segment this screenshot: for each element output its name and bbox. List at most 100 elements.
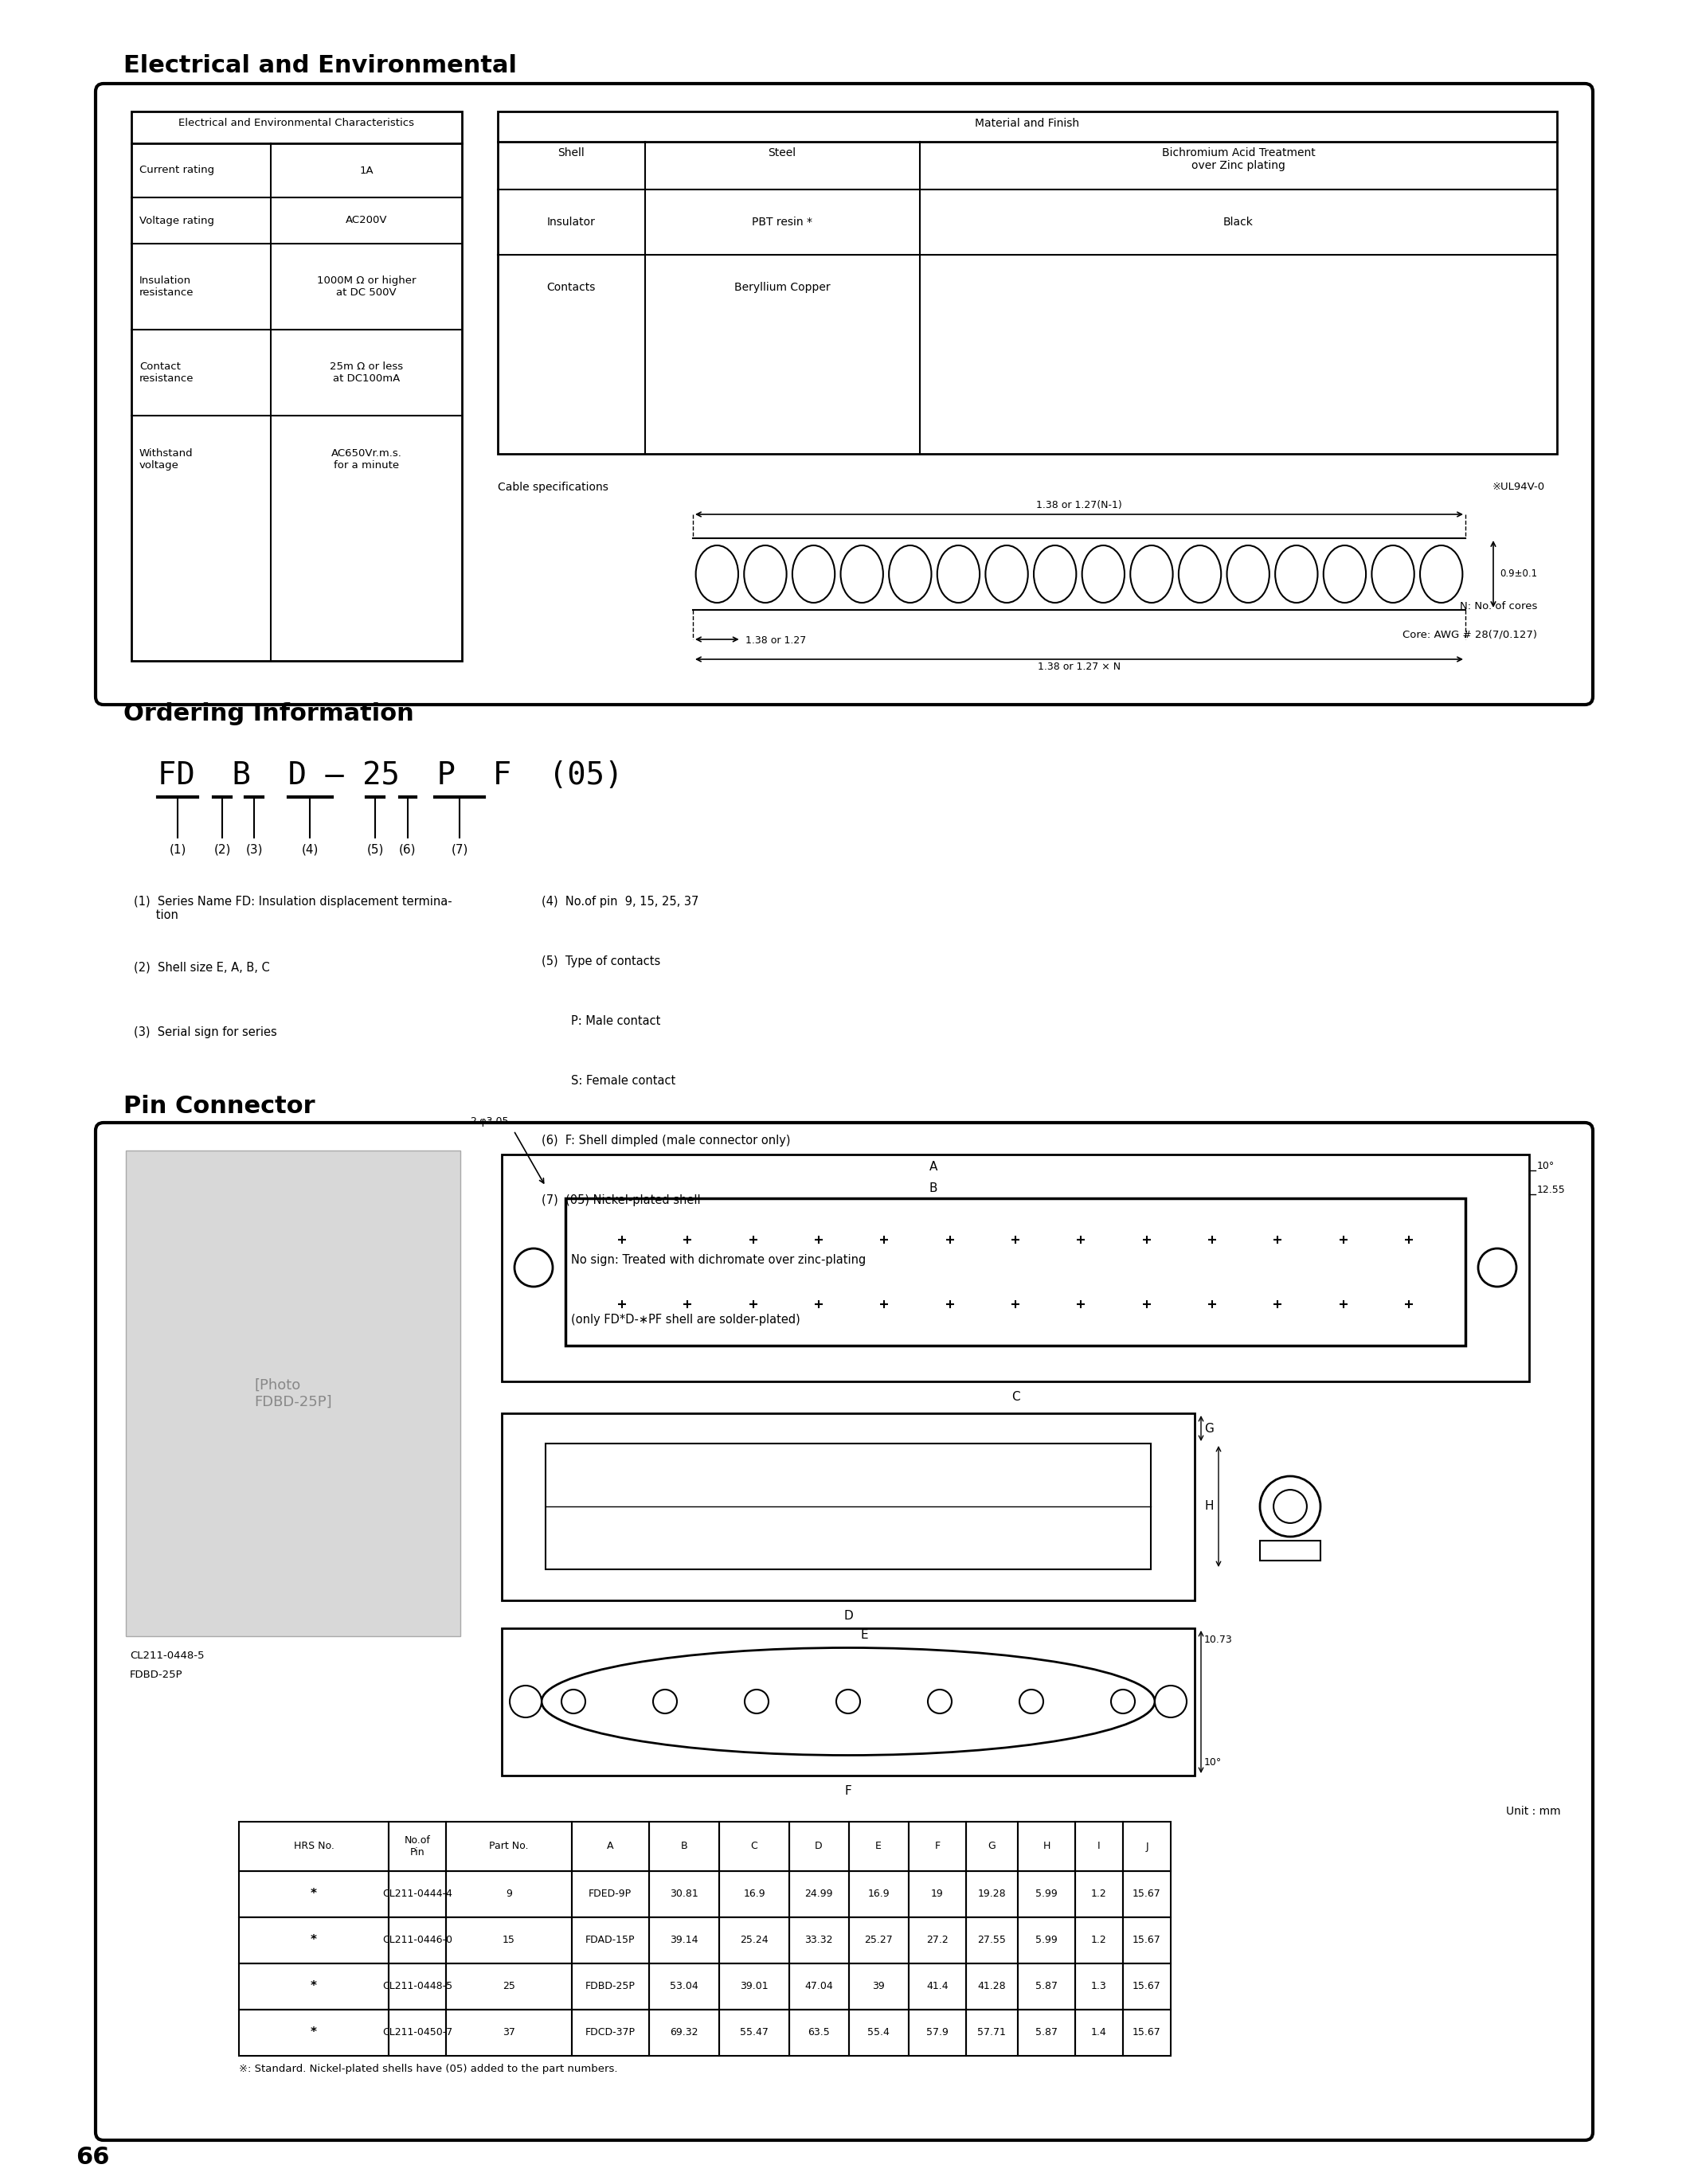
Text: 1.38 or 1.27 × N: 1.38 or 1.27 × N [1038,662,1120,673]
Bar [446,1963,571,2009]
Bar [389,1821,446,1872]
Text: 27.2: 27.2 [926,1935,948,1946]
Text: (4)  No.of pin  9, 15, 25, 37: (4) No.of pin 9, 15, 25, 37 [541,895,698,909]
Text: 1A: 1A [360,166,373,175]
Ellipse shape [1034,546,1077,603]
Bar [1122,1821,1171,1872]
Text: 39.14: 39.14 [669,1935,698,1946]
Text: D: D [843,1610,853,1623]
Bar [848,1821,909,1872]
Text: FDCD-37P: FDCD-37P [585,2027,635,2038]
Bar [1122,1963,1171,2009]
Bar [238,1821,389,1872]
Text: 15.67: 15.67 [1132,1981,1161,1992]
Text: (1)  Series Name FD: Insulation displacement termina-
      tion: (1) Series Name FD: Insulation displacem… [134,895,451,922]
Bar [848,1872,909,1918]
Text: 25: 25 [502,1981,515,1992]
Text: (7)  (05) Nickel-plated shell: (7) (05) Nickel-plated shell [541,1195,701,1206]
Text: 16.9: 16.9 [744,1889,766,1900]
Text: CL211-0448-5: CL211-0448-5 [130,1651,204,1660]
Text: 1.4: 1.4 [1092,2027,1107,2038]
Text: G: G [987,1841,995,1852]
Ellipse shape [696,546,739,603]
Bar [1017,1821,1075,1872]
Bar [1261,1540,1320,1562]
Text: 55.4: 55.4 [867,2027,889,2038]
Bar [502,1155,1529,1382]
Bar [1122,1872,1171,1918]
Text: Electrical and Environmental Characteristics: Electrical and Environmental Characteris… [179,118,414,129]
Text: Bichromium Acid Treatment
over Zinc plating: Bichromium Acid Treatment over Zinc plat… [1161,146,1315,170]
Text: Black: Black [1224,216,1254,227]
Ellipse shape [938,546,980,603]
Text: 57.9: 57.9 [926,2027,948,2038]
Ellipse shape [1178,546,1222,603]
Bar [967,1872,1017,1918]
Text: FDBD-25P: FDBD-25P [130,1669,183,1679]
Text: 27.55: 27.55 [977,1935,1006,1946]
Bar [1122,1918,1171,1963]
Bar [125,1151,460,1636]
Circle shape [510,1686,541,1717]
Text: Material and Finish: Material and Finish [975,118,1080,129]
Text: No sign: Treated with dichromate over zinc-plating: No sign: Treated with dichromate over zi… [541,1254,865,1267]
Text: J: J [1146,1841,1148,1852]
Bar [649,2009,720,2055]
Bar [446,1872,571,1918]
Bar [446,2009,571,2055]
Text: D: D [815,1841,823,1852]
Bar [546,1444,1151,1570]
Text: 39: 39 [872,1981,886,1992]
Circle shape [1019,1690,1043,1714]
Bar [571,1963,649,2009]
Ellipse shape [1082,546,1124,603]
Text: 41.28: 41.28 [977,1981,1006,1992]
Ellipse shape [1323,546,1366,603]
Text: G: G [1205,1422,1213,1435]
Bar [649,1963,720,2009]
Text: (5): (5) [367,843,384,856]
Text: 0.9±0.1: 0.9±0.1 [1499,568,1538,579]
Text: 5.87: 5.87 [1036,2027,1058,2038]
Text: (only FD*D-∗PF shell are solder-plated): (only FD*D-∗PF shell are solder-plated) [541,1315,799,1326]
Ellipse shape [1227,546,1269,603]
Circle shape [1479,1249,1516,1286]
Bar [238,1963,389,2009]
Text: (1): (1) [169,843,186,856]
Bar [720,2009,789,2055]
Bar [1075,1963,1122,2009]
Text: 19.28: 19.28 [977,1889,1006,1900]
Text: Pin Connector: Pin Connector [123,1094,314,1118]
Text: H: H [1205,1500,1213,1511]
Text: HRS No.: HRS No. [294,1841,335,1852]
Text: (6): (6) [399,843,416,856]
Bar [238,2009,389,2055]
Bar [446,1918,571,1963]
Ellipse shape [889,546,931,603]
Text: 19: 19 [931,1889,943,1900]
Ellipse shape [744,546,786,603]
Text: No.of
Pin: No.of Pin [404,1835,431,1859]
Bar [848,1963,909,2009]
Text: 15.67: 15.67 [1132,1935,1161,1946]
Text: 66: 66 [76,2147,110,2169]
Text: 16.9: 16.9 [867,1889,889,1900]
Text: 24.99: 24.99 [804,1889,833,1900]
Text: F: F [935,1841,940,1852]
Text: Part No.: Part No. [488,1841,529,1852]
Text: 1.38 or 1.27(N-1): 1.38 or 1.27(N-1) [1036,500,1122,511]
Bar [720,1918,789,1963]
Text: 25.27: 25.27 [864,1935,892,1946]
Text: 1.3: 1.3 [1092,1981,1107,1992]
Ellipse shape [541,1647,1154,1756]
Text: I: I [1097,1841,1100,1852]
Text: Contact
resistance: Contact resistance [139,363,194,384]
Bar [649,1821,720,1872]
Text: ※UL94V-0: ※UL94V-0 [1492,483,1545,491]
Bar [789,1872,848,1918]
Text: 55.47: 55.47 [740,2027,769,2038]
Bar [720,1872,789,1918]
Text: (4): (4) [301,843,318,856]
Bar [502,1413,1195,1601]
Text: FDAD-15P: FDAD-15P [585,1935,635,1946]
